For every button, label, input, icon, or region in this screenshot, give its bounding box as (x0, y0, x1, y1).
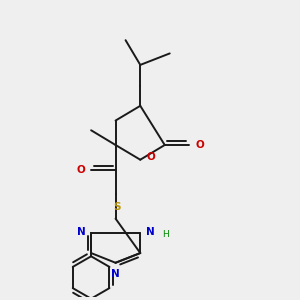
Text: N: N (146, 227, 154, 237)
Text: H: H (162, 230, 169, 239)
Text: O: O (147, 152, 155, 162)
Text: S: S (113, 202, 121, 212)
Text: N: N (111, 269, 120, 279)
Text: N: N (77, 227, 86, 237)
Text: O: O (76, 165, 85, 175)
Text: O: O (195, 140, 204, 150)
